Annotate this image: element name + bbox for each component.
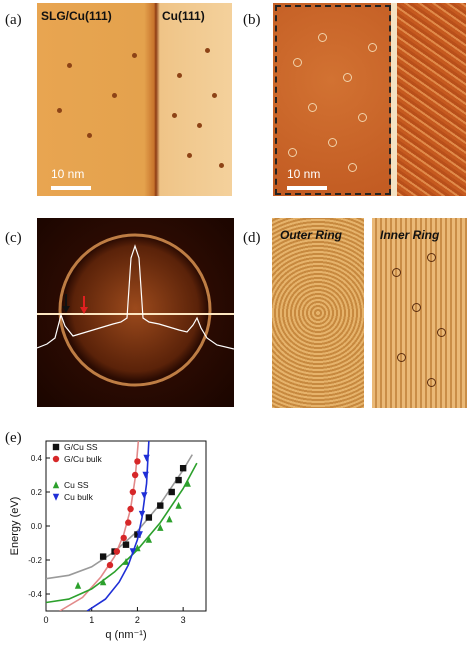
- fft-profile-svg: [37, 233, 234, 387]
- legend-label-1: G/Cu bulk: [64, 454, 103, 464]
- data-point-0: [175, 476, 182, 484]
- data-point-0: [99, 553, 107, 560]
- slg-cu-label: SLG/Cu(111): [41, 9, 112, 23]
- fit-line-0: [46, 454, 193, 580]
- data-point-1: [125, 519, 132, 526]
- panel-a-label: (a): [5, 12, 22, 28]
- dispersion-chart-svg: 0 1 2 3 -0.4 -0.2 0.0 0.2 0.4 q (nm⁻¹) Energy (eV)…: [9, 440, 207, 641]
- y-tick-label: 0.2: [31, 488, 43, 497]
- panel-c-label: (c): [5, 230, 22, 246]
- data-point-0: [179, 465, 187, 472]
- dashed-selection-box: [275, 5, 391, 195]
- data-point-3: [136, 531, 143, 539]
- data-point-1: [134, 458, 141, 465]
- stm-image-a: SLG/Cu(111) Cu(111) 10 nm: [37, 3, 232, 196]
- legend-marker-3: [52, 493, 60, 501]
- data-point-2: [157, 524, 164, 531]
- x-tick-label: 3: [181, 615, 186, 625]
- data-point-0: [134, 531, 141, 538]
- data-point-2: [134, 544, 141, 552]
- fft-image-c: [37, 218, 234, 407]
- line-profile: [37, 244, 234, 350]
- data-point-2: [145, 535, 153, 543]
- legend-label-2: Cu SS: [64, 480, 89, 490]
- x-axis-label: q (nm⁻¹): [105, 629, 146, 641]
- x-tick-label: 2: [135, 615, 140, 625]
- data-point-0: [168, 488, 175, 496]
- legend-label-3: Cu bulk: [64, 492, 94, 502]
- scale-text-b: 10 nm: [287, 167, 321, 181]
- y-tick-label: 0.4: [31, 454, 43, 463]
- inner-ring-label: Inner Ring: [380, 228, 440, 242]
- data-point-3: [129, 548, 137, 556]
- legend-marker-2: [52, 481, 60, 489]
- outer-ring-image: Outer Ring: [272, 218, 364, 408]
- data-point-1: [120, 534, 127, 542]
- panel-b-label: (b): [243, 12, 261, 28]
- inner-ring-image: Inner Ring: [372, 218, 467, 408]
- y-tick-label: 0.0: [31, 522, 43, 531]
- data-point-2: [74, 581, 82, 589]
- data-point-0: [145, 514, 153, 521]
- legend-marker-1: [52, 455, 60, 463]
- legend-marker-0: [52, 443, 60, 451]
- data-point-0: [122, 541, 130, 548]
- dispersion-chart: 0 1 2 3 -0.4 -0.2 0.0 0.2 0.4 q (nm⁻¹) Energy (eV)…: [0, 425, 474, 641]
- panel-d-label: (d): [243, 230, 261, 246]
- data-point-2: [184, 479, 191, 487]
- y-tick-label: -0.2: [28, 556, 42, 565]
- data-point-3: [141, 492, 148, 500]
- data-point-1: [127, 505, 134, 513]
- data-point-1: [131, 471, 139, 479]
- stm-image-b: 10 nm: [273, 3, 466, 196]
- data-point-0: [157, 502, 164, 509]
- data-point-3: [142, 471, 149, 479]
- data-point-1: [129, 488, 137, 496]
- data-point-2: [122, 558, 130, 565]
- y-axis-label: Energy (eV): [9, 497, 21, 556]
- data-point-2: [99, 578, 107, 586]
- legend-label-0: G/Cu SS: [64, 442, 98, 452]
- scalebar-b: [287, 186, 327, 190]
- data-point-3: [143, 454, 150, 462]
- y-tick-label: -0.4: [28, 590, 42, 599]
- data-point-3: [138, 510, 146, 518]
- scale-text-a: 10 nm: [51, 167, 85, 181]
- x-tick-label: 0: [43, 615, 48, 625]
- fit-line-1: [59, 441, 140, 611]
- data-point-1: [113, 548, 121, 555]
- data-point-1: [106, 561, 114, 569]
- data-point-2: [175, 501, 182, 509]
- outer-ring-label: Outer Ring: [280, 228, 342, 242]
- data-point-2: [166, 515, 173, 523]
- panel-e-label: (e): [5, 430, 22, 446]
- scalebar-a: [51, 186, 91, 190]
- x-tick-label: 1: [89, 615, 94, 625]
- cu-label: Cu(111): [162, 9, 205, 23]
